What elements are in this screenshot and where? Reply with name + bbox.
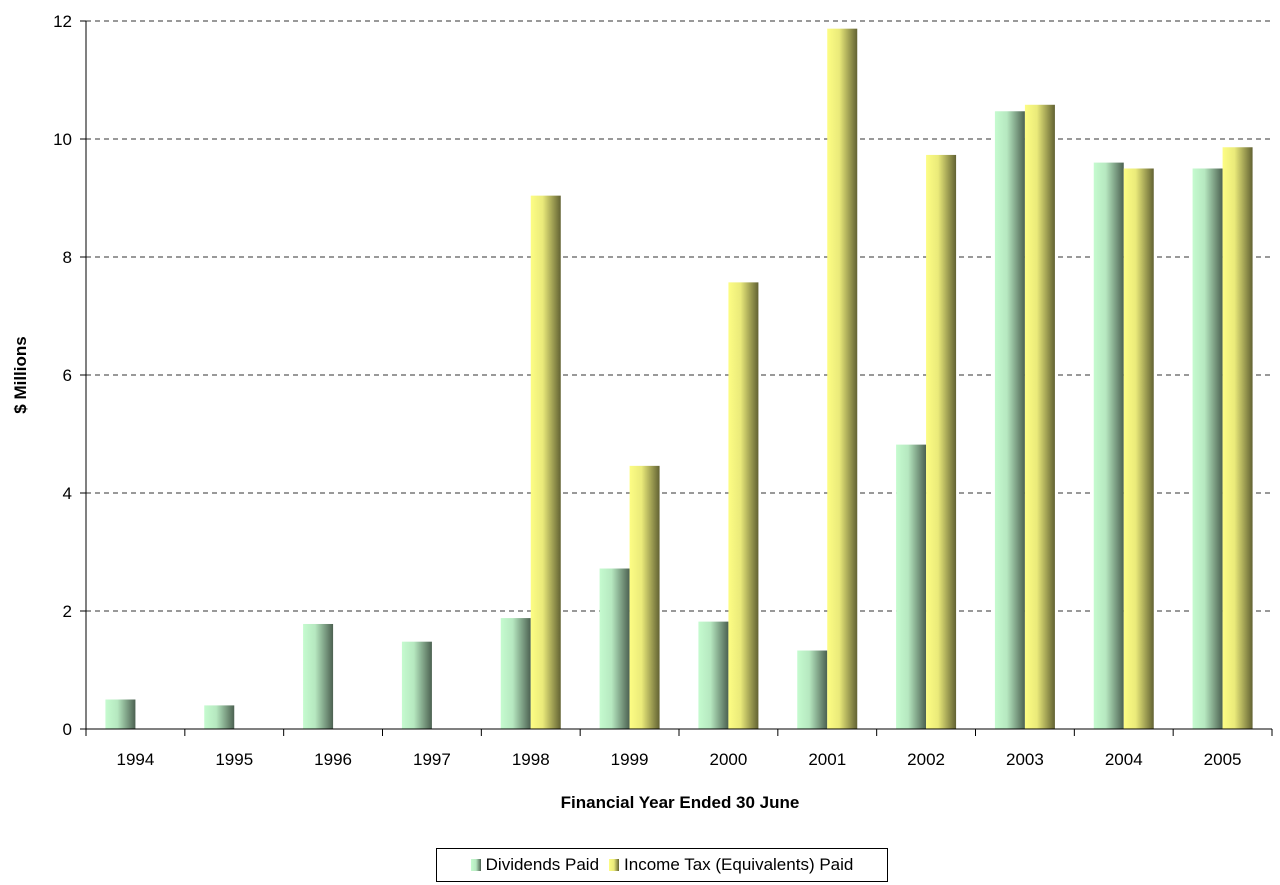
legend-label-income-tax: Income Tax (Equivalents) Paid: [624, 855, 854, 874]
bar-income-tax-1999: [629, 465, 660, 729]
x-tick-label: 1998: [512, 750, 550, 769]
y-tick-label: 10: [53, 130, 72, 149]
bar-dividends-2000: [698, 621, 729, 729]
bar-dividends-2002: [896, 444, 927, 729]
x-tick-label: 2000: [710, 750, 748, 769]
bar-income-tax-2003: [1024, 104, 1055, 729]
legend-item-income-tax: Income Tax (Equivalents) Paid: [609, 855, 853, 875]
bar-dividends-2001: [797, 650, 828, 729]
x-tick-label: 2003: [1006, 750, 1044, 769]
y-tick-labels: 0 2 4 6 8 10 12: [53, 12, 72, 739]
bars: [105, 28, 1253, 730]
bar-dividends-1996: [303, 623, 334, 729]
y-tick-label: 6: [63, 366, 72, 385]
x-tick-label: 1999: [611, 750, 649, 769]
axes: [80, 20, 1273, 736]
y-tick-label: 4: [63, 484, 72, 503]
y-tick-label: 8: [63, 248, 72, 267]
legend: Dividends Paid Income Tax (Equivalents) …: [436, 848, 888, 882]
bar-income-tax-1998: [530, 195, 561, 729]
bar-dividends-2004: [1093, 162, 1124, 730]
y-tick-label: 12: [53, 12, 72, 31]
y-tick-label: 0: [63, 720, 72, 739]
legend-item-dividends: Dividends Paid: [470, 855, 600, 875]
x-axis-label: Financial Year Ended 30 June: [561, 793, 800, 812]
bar-income-tax-2005: [1222, 147, 1253, 729]
bar-income-tax-2002: [926, 154, 957, 729]
legend-swatch-dividends: [470, 859, 481, 871]
y-tick-label: 2: [63, 602, 72, 621]
bar-income-tax-2000: [728, 282, 759, 729]
x-tick-label: 1995: [215, 750, 253, 769]
bar-dividends-2003: [994, 111, 1025, 729]
bar-dividends-2005: [1192, 168, 1223, 729]
x-tick-label: 2001: [808, 750, 846, 769]
x-tick-labels: 1994 1995 1996 1997 1998 1999 2000 2001 2002 2003…: [117, 750, 1242, 769]
x-tick-label: 2004: [1105, 750, 1143, 769]
x-tick-label: 2002: [907, 750, 945, 769]
x-tick-label: 2005: [1204, 750, 1242, 769]
bar-dividends-1999: [599, 568, 630, 729]
y-axis-label: $ Millions: [11, 336, 30, 413]
x-tick-label: 1994: [117, 750, 155, 769]
bar-dividends-1997: [401, 641, 432, 729]
bar-income-tax-2001: [827, 28, 858, 730]
x-tick-label: 1996: [314, 750, 352, 769]
bar-income-tax-2004: [1123, 168, 1154, 729]
bar-dividends-1995: [204, 705, 235, 729]
legend-label-dividends: Dividends Paid: [485, 855, 600, 874]
bar-dividends-1994: [105, 699, 136, 729]
bar-dividends-1998: [500, 618, 531, 729]
legend-swatch-income-tax: [609, 859, 620, 871]
x-tick-label: 1997: [413, 750, 451, 769]
